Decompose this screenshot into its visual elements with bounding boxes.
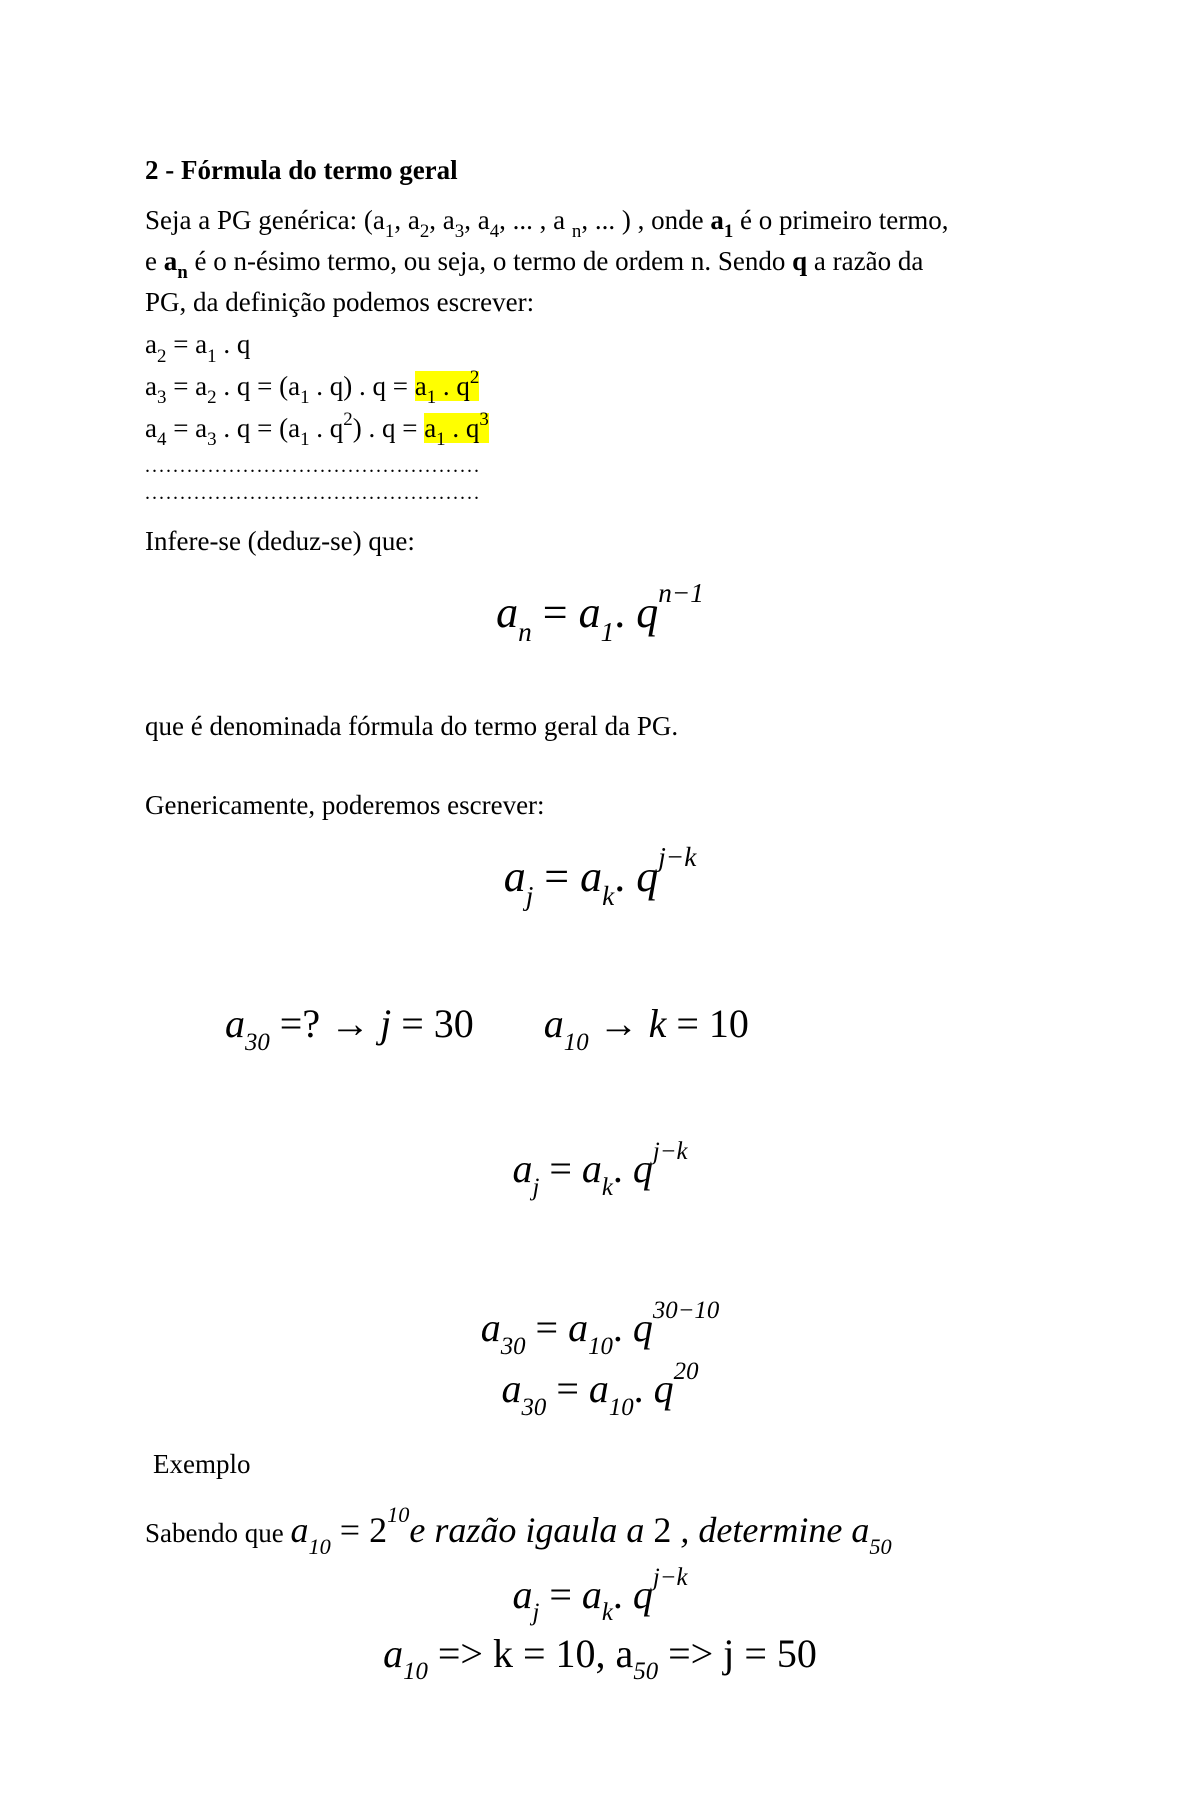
denomination-text: que é denominada fórmula do termo geral … <box>145 708 1055 744</box>
highlight-a1q2: a1 . q2 <box>415 371 480 401</box>
derivation-eq3: a4 = a3 . q = (a1 . q2) . q = a1 . q3 <box>145 409 1055 451</box>
derivation-eq1: a2 = a1 . q <box>145 326 1055 367</box>
infer-text: Infere-se (deduz-se) que: <box>145 523 1055 559</box>
formula-jk-example: aj = ak. qj−k <box>145 1571 1055 1624</box>
heading-text: 2 - Fórmula do termo geral <box>145 155 458 185</box>
generic-text: Genericamente, poderemos escrever: <box>145 787 1055 823</box>
intro-paragraph: Seja a PG genérica: (a1, a2, a3, a4, ...… <box>145 202 1055 320</box>
example-label: Exemplo <box>153 1446 1055 1482</box>
dots-row-1: ........................................… <box>145 455 1055 478</box>
final-substitution: a10 => k = 10, a50 => j = 50 <box>145 1630 1055 1683</box>
intro-line1-pre: Seja a PG genérica: (a <box>145 205 385 235</box>
dots-row-2: ........................................… <box>145 482 1055 505</box>
formula-jk-repeat: aj = ak. qj−k <box>145 1145 1055 1198</box>
section-heading: 2 - Fórmula do termo geral <box>145 155 1055 186</box>
document-page: 2 - Fórmula do termo geral Seja a PG gen… <box>0 0 1200 1811</box>
formula-30-10-step1: a30 = a10. q30−10 <box>145 1304 1055 1357</box>
highlight-a1q3: a1 . q3 <box>424 413 489 443</box>
derivation-eq2: a3 = a2 . q = (a1 . q) . q = a1 . q2 <box>145 367 1055 409</box>
formula-general: an = a1. qn−1 <box>145 587 1055 644</box>
example-substitution: a30 =? → j = 30 a10 → k = 10 <box>145 1000 1055 1053</box>
formula-30-10-step2: a30 = a10. q20 <box>145 1365 1055 1418</box>
sabendo-line: Sabendo que a10 = 210e razão igaula a 2 … <box>145 1506 1055 1558</box>
formula-jk: aj = ak. qj−k <box>145 851 1055 908</box>
